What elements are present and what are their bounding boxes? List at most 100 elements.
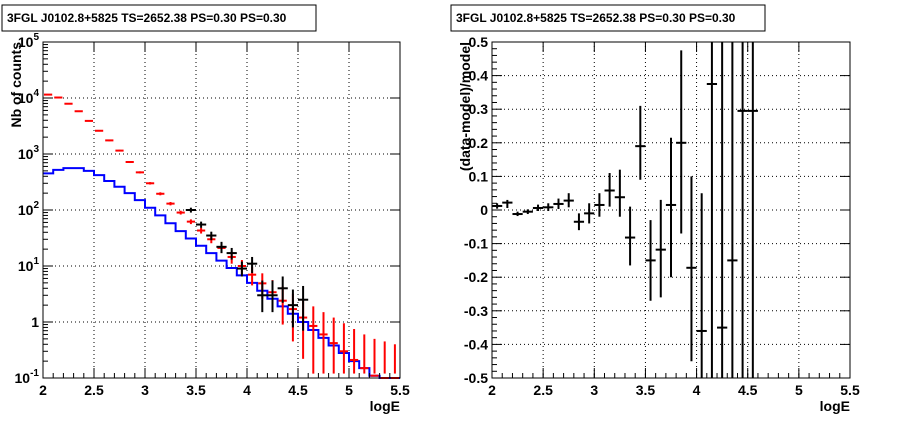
right-x-tick-label: 5 [795,382,803,398]
data-point [247,256,258,273]
left-y-axis-title: Nb of counts [8,42,24,128]
data-point [185,207,196,213]
left-title-box [1,4,317,32]
total-model-bin [135,171,144,174]
right-panel: 2 2.5 3 3.5 4 4.5 5 5.5 -0.5 -0.4 -0.3 -0.2 -0.1 0 0.1… [450,4,860,414]
residual-point [645,220,656,301]
total-model-bin [146,182,155,185]
total-model-bin [309,306,318,374]
residual-point [522,209,533,215]
residual-point [635,105,646,180]
total-model-bin [329,317,338,374]
residual-point [686,176,697,362]
left-x-tick-label: 4.5 [288,382,308,398]
residual-point [624,206,636,266]
left-plot-ticks: 2 2.5 3 3.5 4 4.5 5 5.5 10-1 1 101 102 103 104 105 [15,32,410,398]
right-plot-ticks: 2 2.5 3 3.5 4 4.5 5 5.5 -0.5 -0.4 -0.3 -0.2 -0.1 0 0.1… [464,34,860,398]
total-model-bin [84,119,93,122]
residual-point [584,203,595,224]
data-point [236,261,247,277]
source-model-histogram [43,167,400,379]
data-point [206,231,217,241]
data-point [277,276,288,303]
total-model-bin [105,139,114,142]
left-plot-series [43,93,400,379]
left-y-tick-label: 105 [18,32,40,50]
residual-point [614,169,625,217]
total-model-bin [95,129,104,132]
total-model-bin [54,96,63,99]
left-x-axis-title: logE [370,398,400,414]
residual-point [696,193,707,378]
right-y-tick-label: -0.3 [464,303,488,319]
residual-point [492,203,503,209]
left-x-tick-label: 2 [39,382,47,398]
residual-point [594,193,605,217]
right-y-tick-label: -0.2 [464,269,488,285]
data-point [216,241,227,254]
total-model-bin [370,338,379,377]
total-model-bin [44,93,53,96]
total-model-bin [319,312,328,374]
residual-point [532,204,544,212]
right-y-tick-label: -0.5 [464,370,488,386]
right-x-tick-label: 2.5 [533,382,553,398]
left-plot-frame [42,41,401,379]
right-x-tick-label: 5.5 [840,382,860,398]
right-plot-series [492,42,758,378]
total-model-bin [360,334,369,374]
right-y-tick-label: -0.1 [464,236,488,252]
left-panel: 2 2.5 3 3.5 4 4.5 5 5.5 10-1 1 101 102 103 104 105 3FG… [1,4,410,414]
total-model-bin [125,160,134,164]
left-y-tick-label: 10-1 [15,368,40,386]
left-y-tick-label: 102 [18,200,40,218]
total-model-bin [339,323,348,374]
total-model-bin [380,341,389,379]
left-y-tick-label: 104 [18,88,40,106]
total-model-bin [115,149,124,152]
left-plot-grid [43,42,400,378]
residual-point [706,42,718,378]
left-y-tick-label: 101 [18,256,40,274]
residual-point [655,199,666,298]
right-y-tick-label: 0.1 [469,168,489,184]
residual-point [676,50,687,234]
right-x-tick-label: 4.5 [738,382,758,398]
right-y-tick-label: 0 [480,202,488,218]
residual-point [665,137,677,278]
right-y-tick-label: 0.5 [469,34,489,50]
total-model-bin [186,219,195,225]
right-x-tick-label: 4 [693,382,701,398]
right-x-axis-title: logE [820,398,850,414]
right-title: 3FGL J0102.8+5825 TS=2652.38 PS=0.30 PS=… [456,11,736,25]
data-point [257,280,268,313]
right-x-tick-label: 3 [590,382,598,398]
total-model-bin [390,344,399,379]
right-y-tick-label: 0.4 [469,68,489,84]
left-x-tick-label: 2.5 [84,382,104,398]
right-x-tick-label: 3.5 [636,382,656,398]
left-x-tick-label: 3 [141,382,149,398]
right-plot-grid [492,42,850,378]
right-x-tick-label: 2 [488,382,496,398]
right-y-tick-label: 0.2 [469,135,489,151]
data-point [298,285,309,331]
residual-point [502,199,513,208]
right-y-axis-title: (data-model)/model [457,42,473,171]
data-point [267,280,278,313]
total-model-bin [166,201,175,206]
right-title-box [450,4,766,32]
total-model-bin [156,192,165,196]
left-title: 3FGL J0102.8+5825 TS=2652.38 PS=0.30 PS=… [7,11,287,25]
data-point [226,247,237,260]
left-x-tick-label: 5 [345,382,353,398]
residual-point [553,198,564,209]
data-point [287,289,298,328]
right-y-tick-label: 0.3 [469,101,489,117]
residual-point [717,42,728,378]
residual-point [727,42,738,378]
residual-point [747,42,758,378]
data-point [196,221,207,228]
left-x-tick-label: 5.5 [390,382,410,398]
